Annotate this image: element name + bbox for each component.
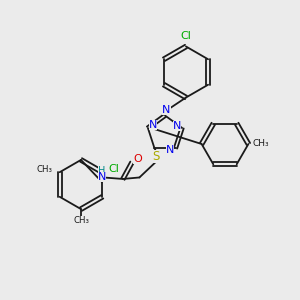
Text: Cl: Cl [181, 31, 191, 41]
Text: N: N [98, 172, 106, 182]
Text: CH₃: CH₃ [253, 140, 269, 148]
Text: O: O [133, 154, 142, 164]
Text: N: N [172, 122, 181, 131]
Text: Cl: Cl [108, 164, 119, 174]
Text: CH₃: CH₃ [37, 165, 53, 174]
Text: N: N [149, 120, 158, 130]
Text: H: H [98, 166, 106, 176]
Text: S: S [152, 150, 160, 163]
Text: N: N [166, 145, 174, 154]
Text: N: N [162, 105, 171, 115]
Text: CH₃: CH₃ [74, 216, 90, 225]
